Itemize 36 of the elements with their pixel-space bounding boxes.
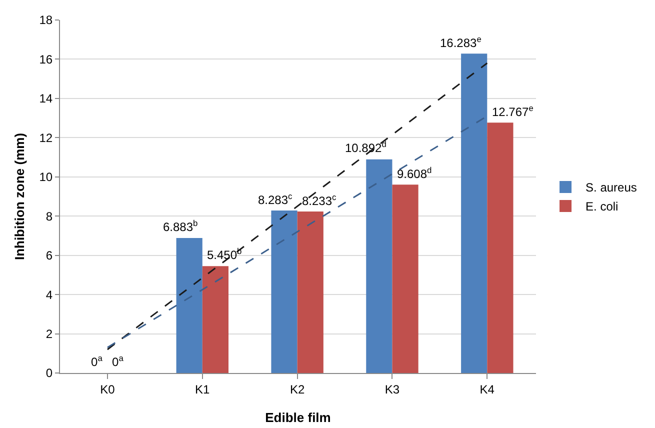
x-axis-title: Edible film [265,410,331,425]
bar [297,212,324,373]
y-tick-label: 12 [39,130,53,145]
bar [366,159,392,373]
data-label: 0$^{a}$ [91,353,103,370]
bar [271,210,298,373]
y-tick-label: 16 [39,52,53,66]
x-tick-label: K4 [480,382,495,396]
y-tick-label: 2 [46,326,53,341]
y-tick-label: 10 [39,170,53,184]
data-label: 16.283$^{e}$ [440,34,482,50]
bar [487,122,514,373]
data-label: 8.233$^{c}$ [302,192,336,208]
bar [392,184,418,373]
y-tick-label: 4 [46,288,53,302]
data-label: 8.283$^{c}$ [258,191,292,208]
y-tick-label: 8 [46,209,53,224]
x-tick-label: K0 [100,382,116,396]
y-axis-title: Inhibition zone (mm) [12,132,27,260]
bar [461,54,488,373]
data-label: 10.892$^{d}$ [345,139,387,156]
x-tick-label: K2 [290,382,305,396]
data-label: 6.883$^{b}$ [163,218,198,234]
data-label: 12.767$^{e}$ [492,103,534,120]
x-tick-label: K1 [195,382,210,396]
data-label: 9.608$^{d}$ [397,165,432,182]
bar [202,266,228,373]
legend-label: E. coli [586,200,618,214]
y-tick-label: 14 [39,92,53,106]
x-tick-label: K3 [384,382,400,396]
bar [176,238,202,373]
legend-label: S. aureus [586,180,637,195]
y-tick-label: 18 [39,13,53,28]
y-tick-label: 0 [46,366,53,380]
data-label: 0$^{a}$ [112,353,124,370]
y-tick-label: 6 [46,248,53,263]
